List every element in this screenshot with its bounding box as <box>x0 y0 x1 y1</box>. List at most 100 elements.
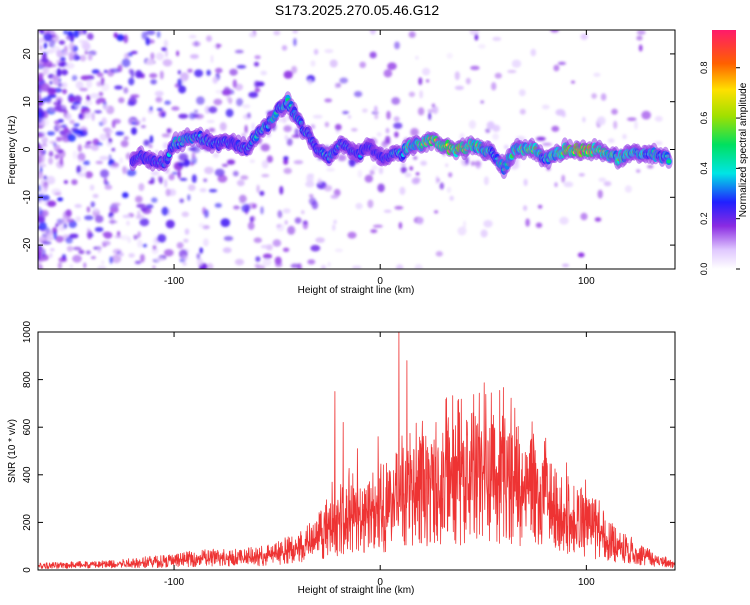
noise-blob <box>42 96 52 103</box>
noise-blob <box>171 106 180 111</box>
noise-blob <box>571 80 575 84</box>
noise-blob <box>73 30 79 38</box>
noise-blob <box>71 127 79 131</box>
noise-blob <box>177 162 186 167</box>
noise-blob <box>65 34 75 41</box>
noise-blob <box>151 197 158 203</box>
noise-blob <box>132 119 142 124</box>
noise-blob <box>49 80 53 85</box>
noise-blob <box>381 141 388 149</box>
noise-blob <box>149 135 154 144</box>
noise-blob <box>38 93 42 101</box>
noise-blob <box>63 222 68 229</box>
noise-blob <box>112 248 122 255</box>
noise-blob <box>43 236 54 241</box>
noise-blob <box>286 138 293 146</box>
noise-blob <box>90 144 99 151</box>
noise-blob <box>62 88 67 95</box>
noise-blob <box>511 59 522 68</box>
noise-blob <box>58 257 68 263</box>
noise-blob <box>89 233 94 237</box>
noise-blob <box>75 81 84 89</box>
noise-blob <box>457 226 467 236</box>
y-tick-label: 0 <box>22 567 33 573</box>
noise-blob <box>150 52 155 61</box>
noise-blob <box>234 258 245 266</box>
noise-blob <box>126 220 130 226</box>
noise-blob <box>217 174 228 183</box>
noise-blob <box>238 194 247 203</box>
noise-blob <box>99 133 108 141</box>
noise-blob <box>100 77 105 86</box>
noise-blob <box>483 220 493 228</box>
noise-blob <box>40 118 50 127</box>
noise-blob <box>454 71 460 81</box>
noise-blob <box>282 208 291 214</box>
noise-blob <box>54 192 62 196</box>
y-tick-label: 600 <box>22 418 33 435</box>
snr-series-line <box>38 332 675 570</box>
noise-blob <box>315 237 325 243</box>
noise-blob <box>49 248 55 252</box>
noise-blob <box>79 54 87 62</box>
noise-blob <box>73 53 79 59</box>
noise-blob <box>369 169 375 176</box>
noise-blob <box>63 180 68 184</box>
noise-blob <box>214 203 222 208</box>
noise-blob <box>164 178 168 188</box>
noise-blob <box>111 147 116 152</box>
noise-blob <box>480 100 485 104</box>
colorbar-tick-label: 0.0 <box>699 263 709 276</box>
noise-blob <box>152 265 156 269</box>
noise-blob <box>523 205 528 211</box>
noise-blob <box>177 78 183 87</box>
noise-blob <box>135 195 143 203</box>
y-tick-label: 400 <box>22 466 33 483</box>
noise-blob <box>191 174 197 184</box>
noise-blob <box>67 30 74 37</box>
noise-blob <box>177 70 181 75</box>
noise-blob <box>157 234 167 243</box>
noise-blob <box>654 141 663 146</box>
noise-blob <box>148 144 153 149</box>
noise-blob <box>293 38 297 47</box>
noise-blob <box>222 247 232 254</box>
noise-blob <box>83 111 92 119</box>
noise-blob <box>370 229 378 234</box>
noise-blob <box>226 159 236 165</box>
noise-blob <box>38 37 44 44</box>
noise-blob <box>554 182 558 188</box>
y-tick-label: 200 <box>22 514 33 531</box>
noise-blob <box>369 51 377 59</box>
noise-blob <box>252 203 256 209</box>
noise-blob <box>159 176 163 184</box>
x-tick-label: -100 <box>164 577 184 588</box>
noise-blob <box>72 246 82 251</box>
noise-blob <box>221 163 229 167</box>
noise-blob <box>255 264 266 269</box>
noise-blob <box>196 96 205 105</box>
noise-blob <box>59 156 64 166</box>
noise-blob <box>291 65 298 74</box>
noise-blob <box>324 98 333 103</box>
noise-blob <box>187 194 191 201</box>
noise-blob <box>387 62 397 70</box>
noise-blob <box>383 69 393 78</box>
noise-blob <box>83 30 87 35</box>
noise-blob <box>255 256 261 262</box>
noise-blob <box>396 264 404 269</box>
y-tick-label: -10 <box>22 190 33 205</box>
noise-blob <box>376 132 382 137</box>
figure-title: S173.2025.270.05.46.G12 <box>275 2 439 18</box>
noise-blob <box>184 228 190 235</box>
noise-blob <box>641 110 651 120</box>
noise-blob <box>43 30 51 35</box>
noise-blob <box>61 69 68 76</box>
noise-blob <box>189 54 199 59</box>
noise-blob <box>226 94 231 102</box>
noise-blob <box>417 107 425 116</box>
noise-blob <box>178 113 189 119</box>
noise-blob <box>90 256 96 260</box>
noise-blob <box>78 113 83 120</box>
